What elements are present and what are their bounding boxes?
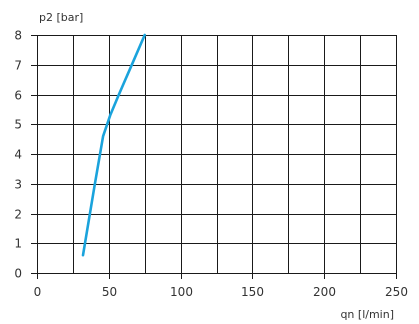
- y-tick-label-2: 2: [14, 208, 22, 222]
- x-axis-label: qn [l/min]: [340, 308, 394, 321]
- series-line-1: [81, 33, 146, 257]
- axes: [37, 35, 396, 274]
- y-tick-label-0: 0: [14, 267, 22, 281]
- x-tick-label-50: 50: [102, 285, 117, 299]
- y-tick-label-7: 7: [14, 59, 22, 73]
- x-tick-label-150: 150: [241, 285, 264, 299]
- y-tick-label-5: 5: [14, 118, 22, 132]
- y-axis-label: p2 [bar]: [39, 11, 83, 24]
- y-tick-label-8: 8: [14, 29, 22, 43]
- y-tick-label-6: 6: [14, 89, 22, 103]
- y-tick-label-1: 1: [14, 237, 22, 251]
- y-tick-label-4: 4: [14, 148, 22, 162]
- x-tick-label-0: 0: [34, 285, 42, 299]
- x-tick-label-250: 250: [385, 285, 408, 299]
- y-axis-ticks: 0 1 2 3 4 5 6 7 8: [14, 29, 37, 281]
- x-axis-ticks: 0 50 100 150 200 250: [34, 273, 408, 299]
- grid: [37, 35, 397, 273]
- x-tick-label-100: 100: [170, 285, 193, 299]
- series-layer: [81, 33, 146, 257]
- y-tick-label-3: 3: [14, 178, 22, 192]
- x-tick-label-200: 200: [313, 285, 336, 299]
